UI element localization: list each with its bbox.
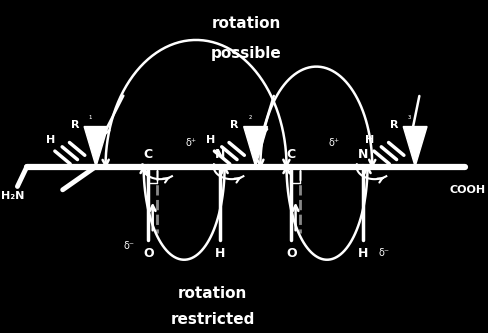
Polygon shape xyxy=(84,127,108,166)
Text: H: H xyxy=(46,135,55,145)
Text: H: H xyxy=(365,135,374,145)
Text: δ⁺: δ⁺ xyxy=(328,138,339,148)
Text: O: O xyxy=(143,246,153,260)
Text: R: R xyxy=(71,120,79,130)
Text: possible: possible xyxy=(210,46,281,61)
Polygon shape xyxy=(243,127,267,166)
Text: R: R xyxy=(230,120,239,130)
Text: rotation: rotation xyxy=(178,285,247,301)
Text: δ⁻: δ⁻ xyxy=(123,241,135,251)
Text: ₃: ₃ xyxy=(407,112,410,121)
Polygon shape xyxy=(403,127,426,166)
Text: H₂N: H₂N xyxy=(1,191,24,201)
Text: H: H xyxy=(205,135,215,145)
Text: ₂: ₂ xyxy=(248,112,251,121)
Text: δ⁺: δ⁺ xyxy=(185,138,197,148)
Text: COOH: COOH xyxy=(448,185,485,195)
Text: ₁: ₁ xyxy=(89,112,92,121)
Text: N: N xyxy=(214,148,224,162)
Text: restricted: restricted xyxy=(170,312,254,327)
Text: O: O xyxy=(285,246,296,260)
Text: R: R xyxy=(389,120,398,130)
Text: C: C xyxy=(143,148,153,162)
Text: H: H xyxy=(357,246,367,260)
Text: N: N xyxy=(357,148,367,162)
Text: δ⁻: δ⁻ xyxy=(378,248,389,258)
Text: rotation: rotation xyxy=(211,16,280,31)
Text: C: C xyxy=(286,148,295,162)
Text: H: H xyxy=(214,246,224,260)
